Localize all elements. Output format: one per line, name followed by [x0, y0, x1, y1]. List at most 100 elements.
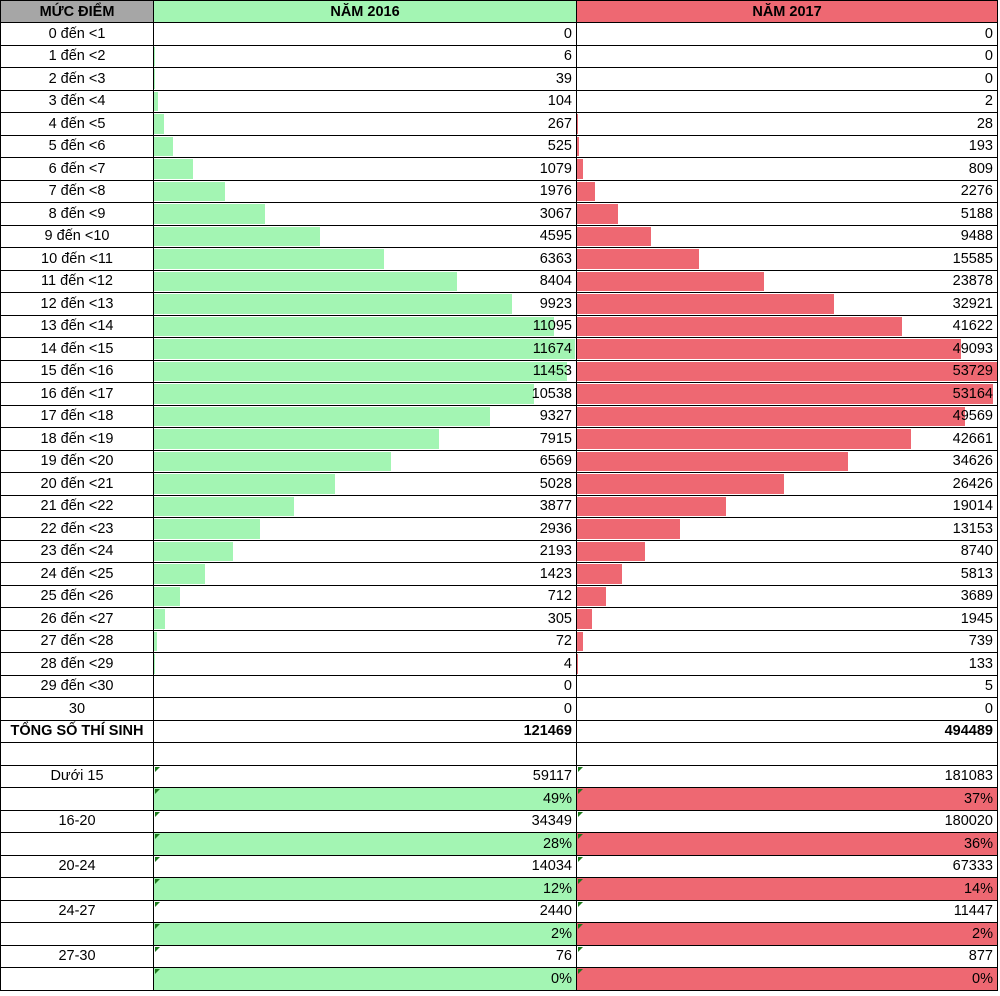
group-2017-count-cell[interactable]: 181083: [576, 765, 998, 787]
score-level-cell[interactable]: 6 đến <7: [0, 158, 153, 180]
score-level-cell[interactable]: 7 đến <8: [0, 180, 153, 202]
group-2016-percent-cell[interactable]: 49%: [153, 788, 576, 810]
score-level-cell[interactable]: 0 đến <1: [0, 23, 153, 45]
score-level-cell[interactable]: 1 đến <2: [0, 45, 153, 67]
count-2016-cell[interactable]: 11453: [153, 360, 576, 382]
count-2017-cell[interactable]: 49093: [576, 338, 998, 360]
header-score-level[interactable]: MỨC ĐIỂM: [0, 1, 153, 22]
group-2017-percent-cell[interactable]: 37%: [576, 788, 998, 810]
count-2016-cell[interactable]: 0: [153, 675, 576, 697]
group-2017-count-cell[interactable]: 67333: [576, 855, 998, 877]
count-2016-cell[interactable]: 305: [153, 608, 576, 630]
count-2016-cell[interactable]: 9327: [153, 405, 576, 427]
group-2017-count-cell[interactable]: 180020: [576, 810, 998, 832]
score-level-cell[interactable]: 16 đến <17: [0, 383, 153, 405]
count-2017-cell[interactable]: 5: [576, 675, 998, 697]
score-level-cell[interactable]: 30: [0, 698, 153, 720]
score-level-cell[interactable]: 2 đến <3: [0, 68, 153, 90]
count-2017-cell[interactable]: 28: [576, 113, 998, 135]
group-2016-count-cell[interactable]: 76: [153, 945, 576, 967]
count-2017-cell[interactable]: 0: [576, 698, 998, 720]
count-2017-cell[interactable]: 34626: [576, 450, 998, 472]
score-level-cell[interactable]: 5 đến <6: [0, 135, 153, 157]
count-2017-cell[interactable]: 0: [576, 23, 998, 45]
score-level-cell[interactable]: 24 đến <25: [0, 563, 153, 585]
group-label-cell[interactable]: Dưới 15: [0, 765, 153, 787]
group-percent-blank-cell[interactable]: [0, 923, 153, 945]
count-2016-cell[interactable]: 0: [153, 698, 576, 720]
count-2016-cell[interactable]: 0: [153, 23, 576, 45]
score-level-cell[interactable]: 22 đến <23: [0, 518, 153, 540]
count-2017-cell[interactable]: 41622: [576, 315, 998, 337]
total-2017-cell[interactable]: 494489: [576, 720, 998, 742]
count-2017-cell[interactable]: 133: [576, 653, 998, 675]
group-2017-count-cell[interactable]: 877: [576, 945, 998, 967]
group-2016-percent-cell[interactable]: 2%: [153, 923, 576, 945]
score-level-cell[interactable]: 25 đến <26: [0, 585, 153, 607]
header-2016[interactable]: NĂM 2016: [153, 1, 576, 22]
count-2016-cell[interactable]: 11095: [153, 315, 576, 337]
group-2016-count-cell[interactable]: 59117: [153, 765, 576, 787]
count-2017-cell[interactable]: 1945: [576, 608, 998, 630]
empty-cell[interactable]: [576, 743, 998, 765]
count-2016-cell[interactable]: 1976: [153, 180, 576, 202]
group-2016-count-cell[interactable]: 34349: [153, 810, 576, 832]
count-2017-cell[interactable]: 0: [576, 68, 998, 90]
score-level-cell[interactable]: 23 đến <24: [0, 540, 153, 562]
group-2017-percent-cell[interactable]: 36%: [576, 833, 998, 855]
group-2016-count-cell[interactable]: 2440: [153, 900, 576, 922]
score-level-cell[interactable]: 10 đến <11: [0, 248, 153, 270]
count-2017-cell[interactable]: 3689: [576, 585, 998, 607]
score-level-cell[interactable]: 27 đến <28: [0, 630, 153, 652]
group-label-cell[interactable]: 20-24: [0, 855, 153, 877]
count-2017-cell[interactable]: 32921: [576, 293, 998, 315]
count-2016-cell[interactable]: 6363: [153, 248, 576, 270]
group-2017-percent-cell[interactable]: 0%: [576, 968, 998, 990]
count-2017-cell[interactable]: 809: [576, 158, 998, 180]
count-2016-cell[interactable]: 1079: [153, 158, 576, 180]
count-2017-cell[interactable]: 5813: [576, 563, 998, 585]
count-2017-cell[interactable]: 8740: [576, 540, 998, 562]
count-2017-cell[interactable]: 53164: [576, 383, 998, 405]
count-2016-cell[interactable]: 7915: [153, 428, 576, 450]
count-2017-cell[interactable]: 19014: [576, 495, 998, 517]
count-2017-cell[interactable]: 26426: [576, 473, 998, 495]
count-2017-cell[interactable]: 49569: [576, 405, 998, 427]
group-percent-blank-cell[interactable]: [0, 833, 153, 855]
group-2016-percent-cell[interactable]: 12%: [153, 878, 576, 900]
count-2016-cell[interactable]: 6: [153, 45, 576, 67]
score-level-cell[interactable]: 14 đến <15: [0, 338, 153, 360]
score-level-cell[interactable]: 11 đến <12: [0, 270, 153, 292]
score-level-cell[interactable]: 13 đến <14: [0, 315, 153, 337]
score-level-cell[interactable]: 21 đến <22: [0, 495, 153, 517]
score-level-cell[interactable]: 17 đến <18: [0, 405, 153, 427]
total-2016-cell[interactable]: 121469: [153, 720, 576, 742]
count-2017-cell[interactable]: 23878: [576, 270, 998, 292]
count-2016-cell[interactable]: 10538: [153, 383, 576, 405]
score-level-cell[interactable]: 12 đến <13: [0, 293, 153, 315]
count-2017-cell[interactable]: 53729: [576, 360, 998, 382]
count-2017-cell[interactable]: 15585: [576, 248, 998, 270]
score-level-cell[interactable]: 15 đến <16: [0, 360, 153, 382]
group-label-cell[interactable]: 16-20: [0, 810, 153, 832]
count-2017-cell[interactable]: 2: [576, 90, 998, 112]
count-2016-cell[interactable]: 5028: [153, 473, 576, 495]
score-level-cell[interactable]: 28 đến <29: [0, 653, 153, 675]
count-2016-cell[interactable]: 267: [153, 113, 576, 135]
count-2017-cell[interactable]: 9488: [576, 225, 998, 247]
group-2016-count-cell[interactable]: 14034: [153, 855, 576, 877]
group-label-cell[interactable]: 27-30: [0, 945, 153, 967]
score-level-cell[interactable]: 3 đến <4: [0, 90, 153, 112]
count-2016-cell[interactable]: 6569: [153, 450, 576, 472]
count-2016-cell[interactable]: 2936: [153, 518, 576, 540]
count-2017-cell[interactable]: 193: [576, 135, 998, 157]
group-percent-blank-cell[interactable]: [0, 788, 153, 810]
score-level-cell[interactable]: 19 đến <20: [0, 450, 153, 472]
score-level-cell[interactable]: 18 đến <19: [0, 428, 153, 450]
score-level-cell[interactable]: 4 đến <5: [0, 113, 153, 135]
header-2017[interactable]: NĂM 2017: [576, 1, 998, 22]
count-2016-cell[interactable]: 11674: [153, 338, 576, 360]
count-2016-cell[interactable]: 9923: [153, 293, 576, 315]
count-2016-cell[interactable]: 39: [153, 68, 576, 90]
count-2017-cell[interactable]: 0: [576, 45, 998, 67]
